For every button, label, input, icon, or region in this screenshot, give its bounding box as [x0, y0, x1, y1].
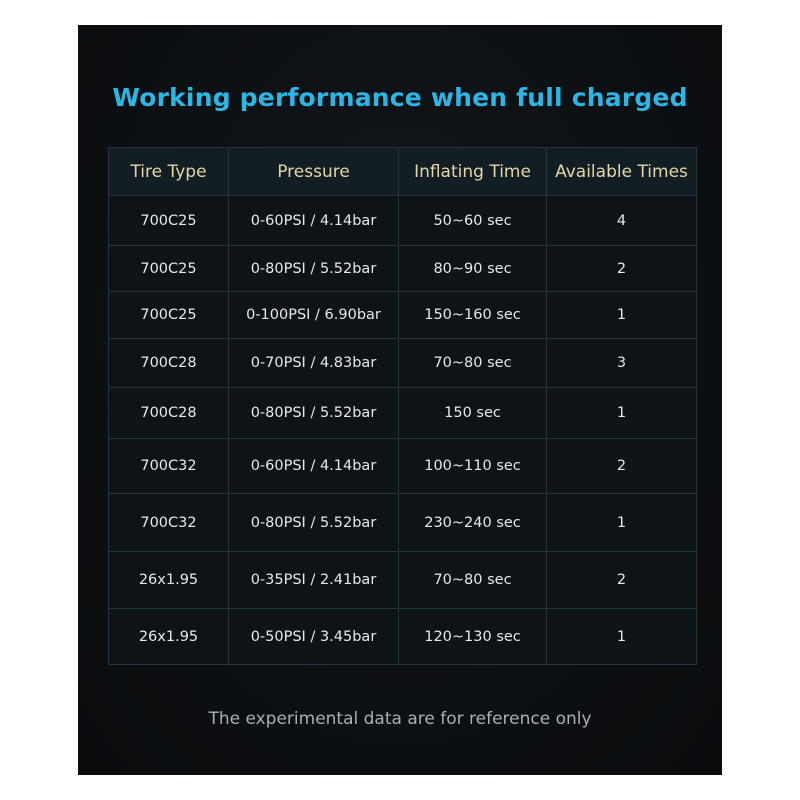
- table-row: 26x1.95 0-35PSI / 2.41bar 70~80 sec 2: [108, 551, 697, 609]
- column-header: Available Times: [546, 147, 697, 196]
- table-cell: 1: [546, 493, 697, 552]
- table-cell: 700C25: [108, 291, 229, 339]
- table-cell: 700C25: [108, 245, 229, 292]
- disclaimer-note: The experimental data are for reference …: [208, 709, 592, 729]
- table-cell: 0-80PSI / 5.52bar: [228, 493, 399, 552]
- column-header: Inflating Time: [398, 147, 547, 196]
- table-header-row: Tire Type Pressure Inflating Time Available…: [108, 147, 697, 196]
- table-cell: 1: [546, 608, 697, 665]
- table-cell: 0-70PSI / 4.83bar: [228, 338, 399, 388]
- table-row: 700C25 0-80PSI / 5.52bar 80~90 sec 2: [108, 245, 697, 292]
- table-cell: 2: [546, 438, 697, 494]
- table-cell: 2: [546, 245, 697, 292]
- table-row: 26x1.95 0-50PSI / 3.45bar 120~130 sec 1: [108, 608, 697, 665]
- table-cell: 100~110 sec: [398, 438, 547, 494]
- table-cell: 2: [546, 551, 697, 609]
- table-cell: 700C32: [108, 493, 229, 552]
- table-cell: 150~160 sec: [398, 291, 547, 339]
- table-row: 700C28 0-80PSI / 5.52bar 150 sec 1: [108, 387, 697, 439]
- page-title: Working performance when full charged: [112, 83, 688, 112]
- table-cell: 700C28: [108, 387, 229, 439]
- table-cell: 1: [546, 291, 697, 339]
- table-cell: 700C25: [108, 195, 229, 246]
- table-cell: 3: [546, 338, 697, 388]
- column-header: Tire Type: [108, 147, 229, 196]
- table-row: 700C32 0-60PSI / 4.14bar 100~110 sec 2: [108, 438, 697, 494]
- table-row: 700C32 0-80PSI / 5.52bar 230~240 sec 1: [108, 493, 697, 552]
- table-cell: 70~80 sec: [398, 551, 547, 609]
- table-cell: 4: [546, 195, 697, 246]
- table-cell: 120~130 sec: [398, 608, 547, 665]
- table-cell: 700C28: [108, 338, 229, 388]
- table-cell: 0-100PSI / 6.90bar: [228, 291, 399, 339]
- table-cell: 0-50PSI / 3.45bar: [228, 608, 399, 665]
- table-cell: 700C32: [108, 438, 229, 494]
- table-cell: 1: [546, 387, 697, 439]
- table-cell: 0-80PSI / 5.52bar: [228, 245, 399, 292]
- performance-panel: Working performance when full charged Ti…: [78, 25, 722, 775]
- table-cell: 230~240 sec: [398, 493, 547, 552]
- table-cell: 50~60 sec: [398, 195, 547, 246]
- table-cell: 26x1.95: [108, 608, 229, 665]
- table-row: 700C25 0-100PSI / 6.90bar 150~160 sec 1: [108, 291, 697, 339]
- table-cell: 80~90 sec: [398, 245, 547, 292]
- table-row: 700C28 0-70PSI / 4.83bar 70~80 sec 3: [108, 338, 697, 388]
- table-cell: 0-35PSI / 2.41bar: [228, 551, 399, 609]
- table-cell: 0-60PSI / 4.14bar: [228, 438, 399, 494]
- table-row: 700C25 0-60PSI / 4.14bar 50~60 sec 4: [108, 195, 697, 246]
- column-header: Pressure: [228, 147, 399, 196]
- performance-table: Tire Type Pressure Inflating Time Available…: [108, 147, 697, 665]
- table-cell: 0-60PSI / 4.14bar: [228, 195, 399, 246]
- table-cell: 26x1.95: [108, 551, 229, 609]
- table-cell: 70~80 sec: [398, 338, 547, 388]
- table-cell: 150 sec: [398, 387, 547, 439]
- table-cell: 0-80PSI / 5.52bar: [228, 387, 399, 439]
